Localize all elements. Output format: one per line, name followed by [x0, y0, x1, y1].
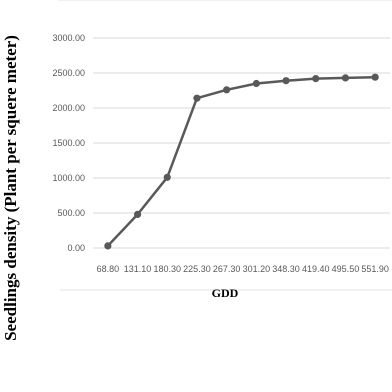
series-line-group — [106, 75, 376, 247]
x-tick-label: 495.50 — [332, 264, 360, 274]
data-point — [282, 77, 290, 85]
y-tick-label: 0.00 — [67, 243, 85, 253]
y-tick-label: 3000.00 — [52, 33, 85, 43]
data-point — [193, 94, 201, 102]
y-tick-label: 1000.00 — [52, 173, 85, 183]
x-axis-title: GDD — [212, 286, 239, 300]
y-tick-label: 1500.00 — [52, 138, 85, 148]
x-tick-label: 225.30 — [183, 264, 211, 274]
data-point — [371, 73, 379, 81]
data-point — [104, 242, 112, 250]
data-point — [133, 210, 142, 218]
gridlines — [93, 37, 390, 249]
x-tick-label: 131.10 — [124, 264, 152, 274]
data-point — [163, 173, 171, 181]
x-tick-label: 551.90 — [361, 264, 389, 274]
y-tick-label: 2000.00 — [52, 103, 85, 113]
y-axis-title: Seedlings density (Plant per squere mete… — [1, 35, 20, 341]
x-tick-label: 348.30 — [272, 264, 300, 274]
x-tick-label: 267.30 — [213, 264, 241, 274]
data-points — [104, 73, 379, 250]
y-tick-label: 2500.00 — [52, 68, 85, 78]
data-point — [312, 75, 320, 83]
y-tick-label: 500.00 — [57, 208, 85, 218]
x-tick-label: 301.20 — [243, 264, 271, 274]
data-point — [223, 86, 231, 94]
y-tick-labels: 0.00 500.00 1000.00 1500.00 2000.00 2500.00 30… — [52, 33, 85, 253]
data-point — [252, 79, 260, 88]
series-line — [106, 75, 376, 247]
x-tick-label: 68.80 — [97, 264, 120, 274]
x-tick-labels: 68.80 131.10 180.30 225.30 267.30 301.20 348.3… — [97, 264, 389, 274]
x-tick-label: 180.30 — [153, 264, 181, 274]
x-tick-label: 419.40 — [302, 264, 330, 274]
data-point — [341, 74, 350, 82]
